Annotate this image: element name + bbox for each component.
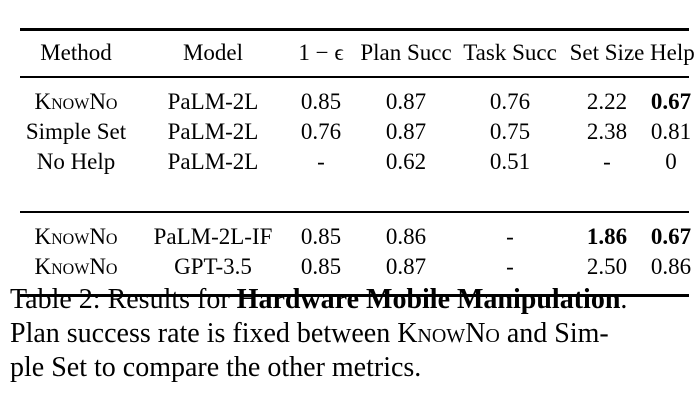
caption-line-1: Table 2: Results for Hardware Mobile Man…	[10, 284, 700, 318]
cell-plan-succ: 0.87	[385, 119, 427, 144]
caption-line2-a: Plan success rate is fixed between	[10, 318, 398, 349]
cell-model: GPT-3.5	[174, 254, 252, 279]
table-section-rule	[20, 211, 689, 213]
cell-epsilon: 0.76	[300, 119, 342, 144]
cell-set-size: 2.22	[586, 89, 628, 114]
cell-model: PaLM-2L	[167, 89, 259, 114]
header-method: Method	[40, 40, 112, 65]
cell-help: 0.86	[650, 254, 692, 279]
table-row: KnowNo PaLM-2L-IF 0.85 0.86 - 1.86 0.67	[20, 222, 692, 252]
cell-set-size: 2.38	[586, 119, 628, 144]
cell-model: PaLM-2L	[167, 149, 259, 174]
table-row: KnowNo PaLM-2L 0.85 0.87 0.76 2.22 0.67	[20, 87, 692, 117]
caption-prefix: Table 2: Results for	[10, 284, 237, 315]
cell-method: No Help	[36, 149, 116, 174]
header-help: Help	[650, 40, 695, 65]
cell-method: KnowNo	[34, 224, 118, 249]
caption-line2-method: KnowNo	[397, 318, 500, 349]
cell-task-succ: 0.76	[489, 89, 531, 114]
caption-suffix: .	[620, 284, 628, 315]
table-top-rule	[20, 28, 689, 31]
cell-epsilon: 0.85	[300, 224, 342, 249]
cell-method: KnowNo	[34, 89, 118, 114]
caption-line-3: ple Set to compare the other metrics.	[10, 352, 422, 383]
caption-line-2: Plan success rate is fixed between KnowN…	[10, 318, 700, 352]
cell-task-succ: 0.75	[489, 119, 531, 144]
cell-task-succ: 0.51	[489, 149, 531, 174]
cell-help: 0	[665, 149, 677, 174]
cell-model: PaLM-2L-IF	[153, 224, 273, 249]
header-epsilon: 1 − ϵ	[298, 40, 344, 65]
cell-plan-succ: 0.86	[385, 224, 427, 249]
cell-epsilon: 0.85	[300, 89, 342, 114]
cell-set-size: 2.50	[586, 254, 628, 279]
header-plan-succ: Plan Succ	[360, 40, 452, 65]
cell-task-succ: -	[506, 224, 514, 249]
cell-set-size: -	[603, 149, 611, 174]
header-task-succ: Task Succ	[463, 40, 557, 65]
caption-bold-title: Hardware Mobile Manipulation	[236, 284, 621, 315]
cell-epsilon: 0.85	[300, 254, 342, 279]
cell-task-succ: -	[506, 254, 514, 279]
table-row: KnowNo GPT-3.5 0.85 0.87 - 2.50 0.86	[20, 252, 692, 282]
cell-help: 0.81	[650, 119, 692, 144]
cell-plan-succ: 0.87	[385, 254, 427, 279]
table-row: No Help PaLM-2L - 0.62 0.51 - 0	[20, 147, 689, 177]
cell-help: 0.67	[650, 224, 692, 249]
cell-epsilon: -	[317, 149, 325, 174]
caption-line2-b: and Sim-	[499, 318, 609, 349]
table-header-row: Method Model 1 − ϵ Plan Succ Task Succ S…	[20, 38, 695, 68]
header-model: Model	[182, 40, 244, 65]
cell-plan-succ: 0.87	[385, 89, 427, 114]
cell-method: KnowNo	[34, 254, 118, 279]
header-set-size: Set Size	[569, 40, 645, 65]
cell-model: PaLM-2L	[167, 119, 259, 144]
table-header-rule	[20, 76, 689, 78]
table-caption: Table 2: Results for Hardware Mobile Man…	[10, 284, 700, 386]
cell-method: Simple Set	[25, 119, 127, 144]
cell-plan-succ: 0.62	[385, 149, 427, 174]
cell-help: 0.67	[650, 89, 692, 114]
table-bottom-rule	[20, 294, 689, 297]
table-row: Simple Set PaLM-2L 0.76 0.87 0.75 2.38 0…	[20, 117, 692, 147]
cell-set-size: 1.86	[586, 224, 628, 249]
